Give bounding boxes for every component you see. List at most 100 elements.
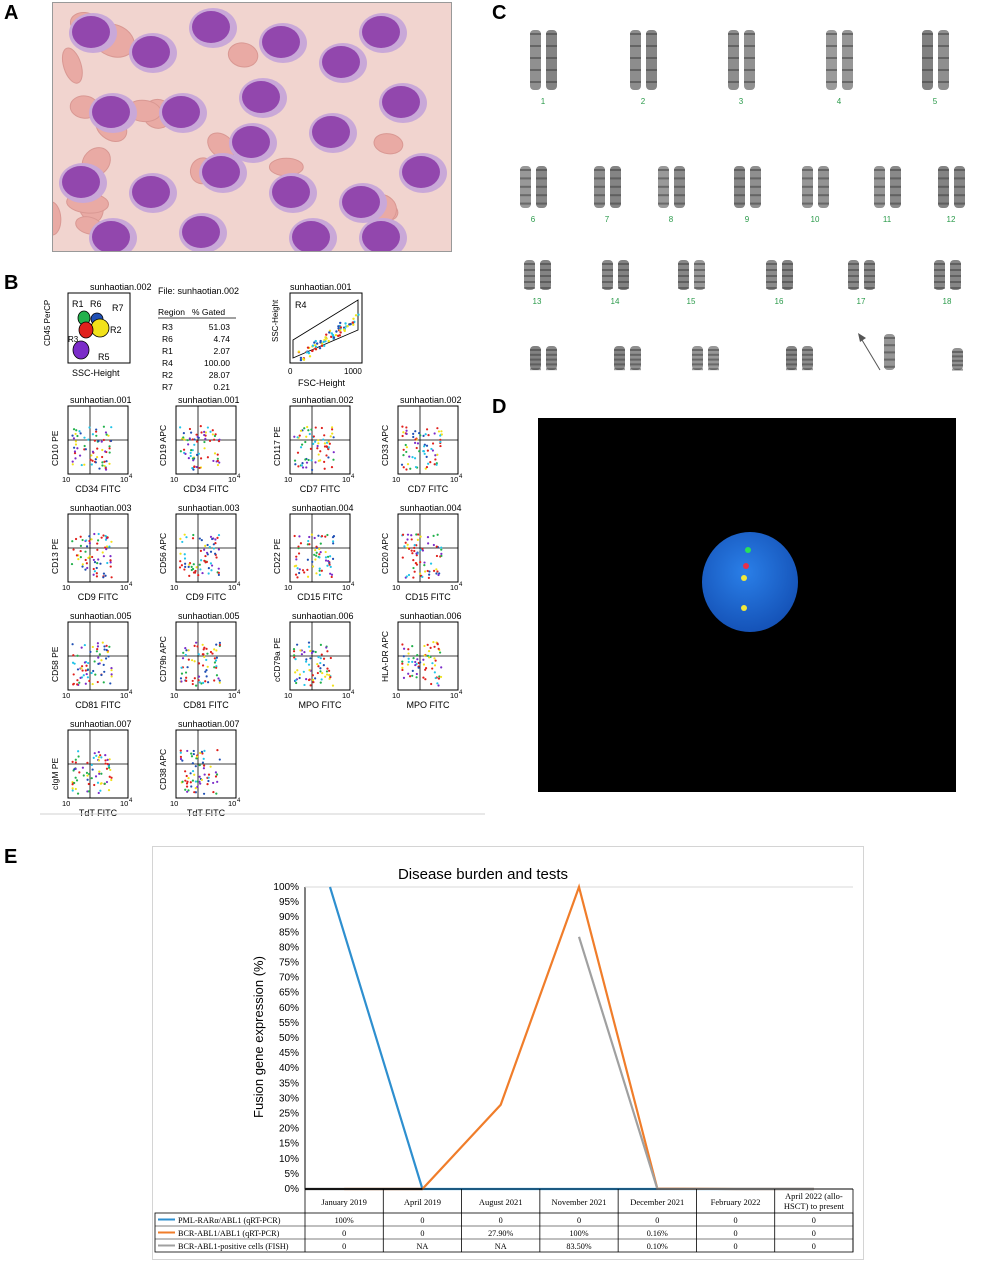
event-dot — [78, 454, 82, 457]
event-dot — [318, 567, 321, 570]
event-dot — [216, 453, 219, 456]
event-dot — [337, 325, 340, 328]
series-line — [328, 886, 814, 1191]
y-tick-label: 30% — [279, 1093, 299, 1104]
event-dot — [324, 675, 327, 678]
event-dot — [304, 440, 307, 444]
event-dot — [183, 568, 186, 571]
event-dot — [316, 662, 319, 666]
event-dot — [201, 653, 204, 656]
event-dot — [434, 458, 437, 461]
event-dot — [293, 565, 296, 568]
scatter-plot-xlabel: TdT FITC — [79, 808, 118, 818]
event-dot — [413, 457, 417, 460]
scatter-plot-title: sunhaotian.006 — [292, 611, 354, 621]
event-dot — [109, 768, 112, 772]
event-dot — [100, 440, 103, 443]
event-dot — [426, 654, 430, 657]
event-dot — [103, 670, 106, 673]
event-dot — [190, 568, 193, 572]
cell-nucleus — [362, 221, 400, 253]
event-dot — [101, 448, 104, 452]
axis-tick-10: 10 — [228, 475, 236, 484]
y-tick-label: 55% — [279, 1018, 299, 1029]
event-dot — [90, 671, 93, 675]
scatter-plot-title: sunhaotian.002 — [400, 395, 462, 405]
event-dot — [198, 780, 201, 783]
event-dot — [438, 675, 441, 678]
event-dot — [187, 776, 190, 780]
event-dot — [198, 563, 201, 566]
event-dot — [301, 569, 305, 572]
chromosome-label: X — [886, 377, 892, 378]
gate-table-region: R2 — [162, 370, 173, 380]
event-dot — [329, 676, 332, 679]
scatter-plot-title: sunhaotian.007 — [178, 719, 240, 729]
event-dot — [192, 468, 195, 471]
event-dot — [85, 562, 88, 565]
event-dot — [332, 451, 335, 454]
event-dot — [74, 432, 77, 436]
gate-plot-ylabel: CD45 PerCP — [43, 300, 52, 346]
event-dot — [101, 464, 104, 467]
event-dot — [203, 440, 206, 444]
event-dot — [98, 653, 101, 656]
event-dot — [419, 661, 422, 664]
chromosome-label: 13 — [533, 297, 542, 306]
event-dot — [207, 776, 210, 779]
chromosome-label: 21 — [701, 377, 710, 378]
event-dot — [418, 432, 421, 435]
event-dot — [426, 449, 429, 452]
event-dot — [179, 749, 182, 752]
event-dot — [82, 674, 85, 677]
y-tick-label: 95% — [279, 897, 299, 908]
event-dot — [197, 662, 201, 665]
event-dot — [216, 536, 219, 539]
event-dot — [306, 575, 310, 578]
event-dot — [406, 533, 410, 536]
event-dot — [424, 678, 427, 681]
event-dot — [217, 567, 220, 570]
event-dot — [79, 676, 82, 679]
event-dot — [437, 677, 441, 680]
scatter-plot-ylabel: CD117 PE — [272, 426, 282, 466]
event-dot — [318, 556, 321, 559]
event-dot — [105, 780, 109, 784]
event-dot — [299, 446, 303, 449]
event-dot — [436, 453, 439, 456]
event-dot — [305, 658, 308, 661]
fsc-tick-0: 0 — [288, 367, 293, 376]
event-dot — [93, 532, 96, 536]
event-dot — [299, 358, 303, 362]
event-dot — [336, 334, 340, 338]
cell-nucleus — [132, 176, 170, 208]
scatter-plot-title: sunhaotian.005 — [70, 611, 132, 621]
event-dot — [105, 767, 109, 770]
axis-tick-10: 10 — [450, 583, 458, 592]
event-dot — [106, 536, 109, 539]
event-dot — [74, 537, 78, 541]
scatter-plot-ylabel: HLA-DR APC — [380, 631, 390, 682]
table-cell: 0 — [342, 1242, 346, 1251]
chromosome-label: 7 — [605, 215, 610, 224]
event-dot — [109, 555, 112, 558]
event-dot — [91, 645, 94, 649]
event-dot — [71, 463, 74, 466]
chart-title: Disease burden and tests — [398, 866, 568, 883]
event-dot — [106, 561, 109, 565]
legend-label: BCR-ABL1-positive cells (FISH) — [178, 1242, 289, 1251]
event-dot — [72, 437, 76, 440]
event-dot — [402, 431, 405, 434]
event-dot — [423, 561, 426, 564]
event-dot — [417, 666, 420, 669]
event-dot — [187, 457, 190, 460]
event-dot — [301, 462, 304, 465]
chromosome-label: Y — [954, 377, 960, 378]
event-dot — [322, 340, 325, 344]
event-dot — [318, 573, 321, 576]
chart-ylabel: Fusion gene expression (%) — [251, 956, 266, 1118]
axis-tick-10: 10 — [120, 691, 128, 700]
event-dot — [108, 645, 111, 648]
